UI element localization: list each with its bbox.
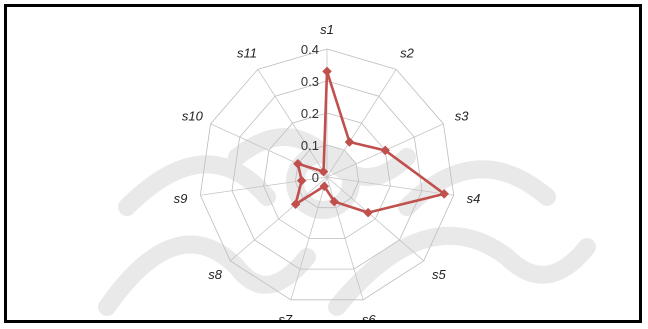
tick-label: 0.2 (301, 106, 319, 121)
data-point (344, 137, 355, 147)
axis-spoke (326, 176, 424, 262)
axis-label: s7 (278, 312, 293, 320)
axis-spoke (257, 69, 328, 178)
axis-label: s6 (362, 312, 377, 320)
axis-label: s11 (237, 45, 257, 60)
data-point (296, 175, 307, 186)
grid-ring (199, 48, 455, 301)
data-point (322, 66, 332, 77)
axis-label: s8 (208, 267, 223, 282)
tick-label: 0.1 (301, 138, 319, 153)
label-layer: 0 0.1 0.2 0.3 0.4s1 s2 s3 s4 s5 s6 s7 s8 s9 s10 s11 (174, 22, 481, 320)
axis-spoke (210, 123, 328, 178)
axis-spoke (326, 69, 397, 178)
data-point (329, 196, 339, 207)
series-line (294, 70, 446, 214)
axis-label: s4 (467, 191, 481, 206)
axis-spoke (200, 176, 328, 196)
grid-ring (231, 80, 423, 270)
axis-label: s3 (455, 109, 470, 124)
radar-chart: 0 0.1 0.2 0.3 0.4s1 s2 s3 s4 s5 s6 s7 s8 s9 s10 s11 (174, 22, 481, 320)
data-point (380, 145, 390, 156)
tick-label: 0.3 (301, 74, 319, 89)
tick-label: 0 (312, 170, 319, 185)
axis-label: s10 (182, 109, 204, 124)
tick-label: 0.4 (301, 42, 319, 57)
data-point (290, 199, 301, 210)
data-point (439, 189, 449, 199)
data-point (319, 181, 330, 191)
axis-label: s9 (174, 191, 188, 206)
data-point (293, 158, 303, 169)
data-point (318, 166, 329, 177)
chart-frame: 0 0.1 0.2 0.3 0.4 s1 s2 s3 s4 s5 s6 s7 s8 s9 s10 s11 (4, 4, 642, 323)
axis-label: s2 (400, 45, 415, 60)
axis-label: s1 (320, 22, 334, 37)
grid-ring (263, 112, 391, 239)
data-point (363, 207, 373, 218)
axis-spoke (290, 176, 328, 300)
series-layer (290, 66, 449, 218)
axis-spoke (326, 176, 454, 196)
axis-label: s5 (432, 267, 447, 282)
axis-spoke (230, 176, 328, 262)
